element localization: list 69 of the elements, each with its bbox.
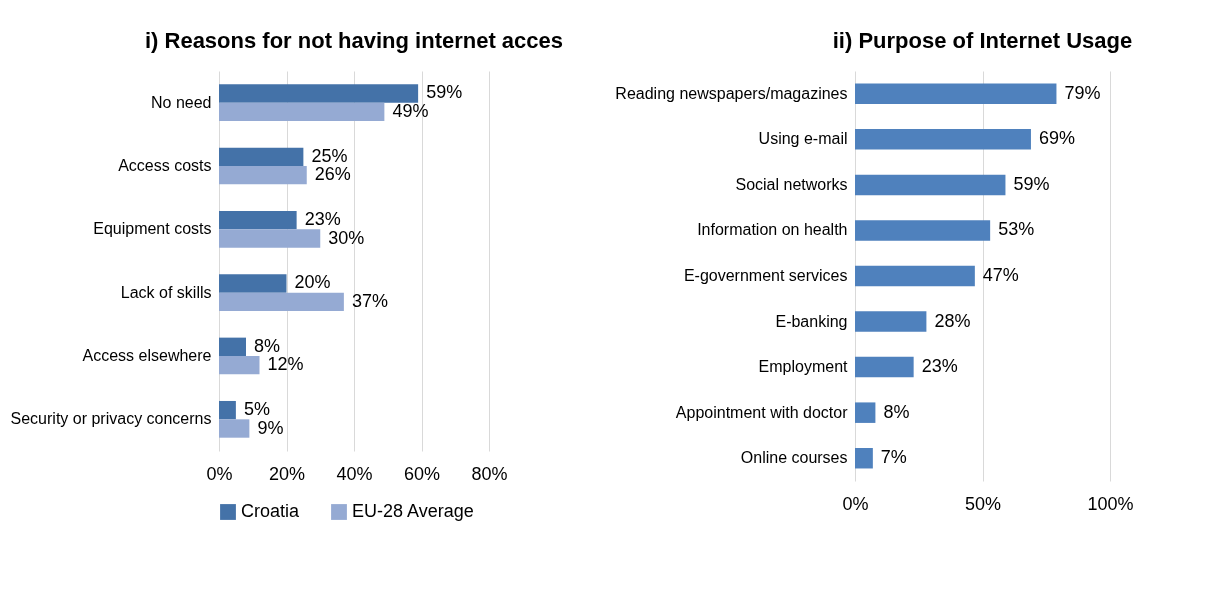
bar [855,402,876,423]
data-label: 5% [243,399,270,420]
data-label: 12% [267,354,304,375]
x-tick-label: 50% [964,493,1002,514]
bar [219,166,307,185]
bar [855,129,1031,150]
bar [219,337,246,356]
data-label: 53% [998,219,1035,240]
data-label: 37% [351,290,388,311]
x-tick-label: 0% [206,463,233,484]
data-label: 47% [982,265,1019,285]
data-label: 25% [311,145,348,166]
bar [219,147,304,166]
x-tick-label: 80% [471,463,508,484]
bar [219,210,297,230]
bar [219,274,287,293]
y-tick-label: Employment [758,358,849,376]
chart-title: i) Reasons for not having internet acces [144,28,564,53]
legend-label: EU-28 Average [352,501,474,521]
data-label: 69% [1038,128,1075,149]
bar [219,292,344,312]
data-label: 8% [254,335,281,356]
bar [855,174,1006,196]
data-label: 7% [880,447,907,468]
data-label: 59% [426,82,463,103]
data-label: 9% [257,417,284,438]
bar [219,84,419,103]
bar [219,102,385,122]
y-tick-label: E-government services [683,267,848,284]
y-tick-label: Appointment with doctor [675,403,849,421]
y-tick-label: E-banking [775,312,848,330]
data-label: 8% [883,401,910,422]
data-label: 30% [328,227,365,248]
bar [855,356,914,378]
y-tick-label: Access costs [118,157,212,174]
y-tick-label: Security or privacy concerns [10,410,212,428]
y-tick-label: Equipment costs [93,220,212,238]
bar [855,265,975,287]
x-tick-label: 100% [1087,493,1134,514]
bar [219,356,260,375]
data-label: 23% [304,209,341,230]
data-label: 26% [314,164,351,185]
chart-title: ii) Purpose of Internet Usage [832,28,1133,53]
x-tick-label: 0% [842,493,869,514]
y-tick-label: Lack of skills [120,283,212,301]
legend-label: Croatia [241,501,301,521]
y-tick-label: Reading newspapers/magazines [615,84,848,102]
bar [219,229,321,248]
y-tick-label: Access elsewhere [82,347,212,364]
y-tick-label: Social networks [735,175,848,193]
data-label: 23% [921,356,958,377]
data-label: 79% [1064,82,1101,103]
bar [855,220,991,241]
y-tick-label: Information on health [697,221,848,239]
data-label: 49% [392,100,429,121]
x-tick-label: 20% [268,463,306,484]
y-tick-label: No need [151,93,212,111]
bar [855,311,927,332]
y-tick-label: Using e-mail [758,130,848,148]
bar [855,83,1057,105]
y-tick-label: Online courses [740,449,848,467]
bar [219,400,236,420]
bar [855,447,873,469]
data-label: 59% [1013,173,1050,194]
bar [219,419,250,438]
x-tick-label: 40% [336,463,373,484]
x-tick-label: 60% [403,463,441,484]
data-label: 20% [294,272,331,293]
data-label: 28% [934,310,971,331]
